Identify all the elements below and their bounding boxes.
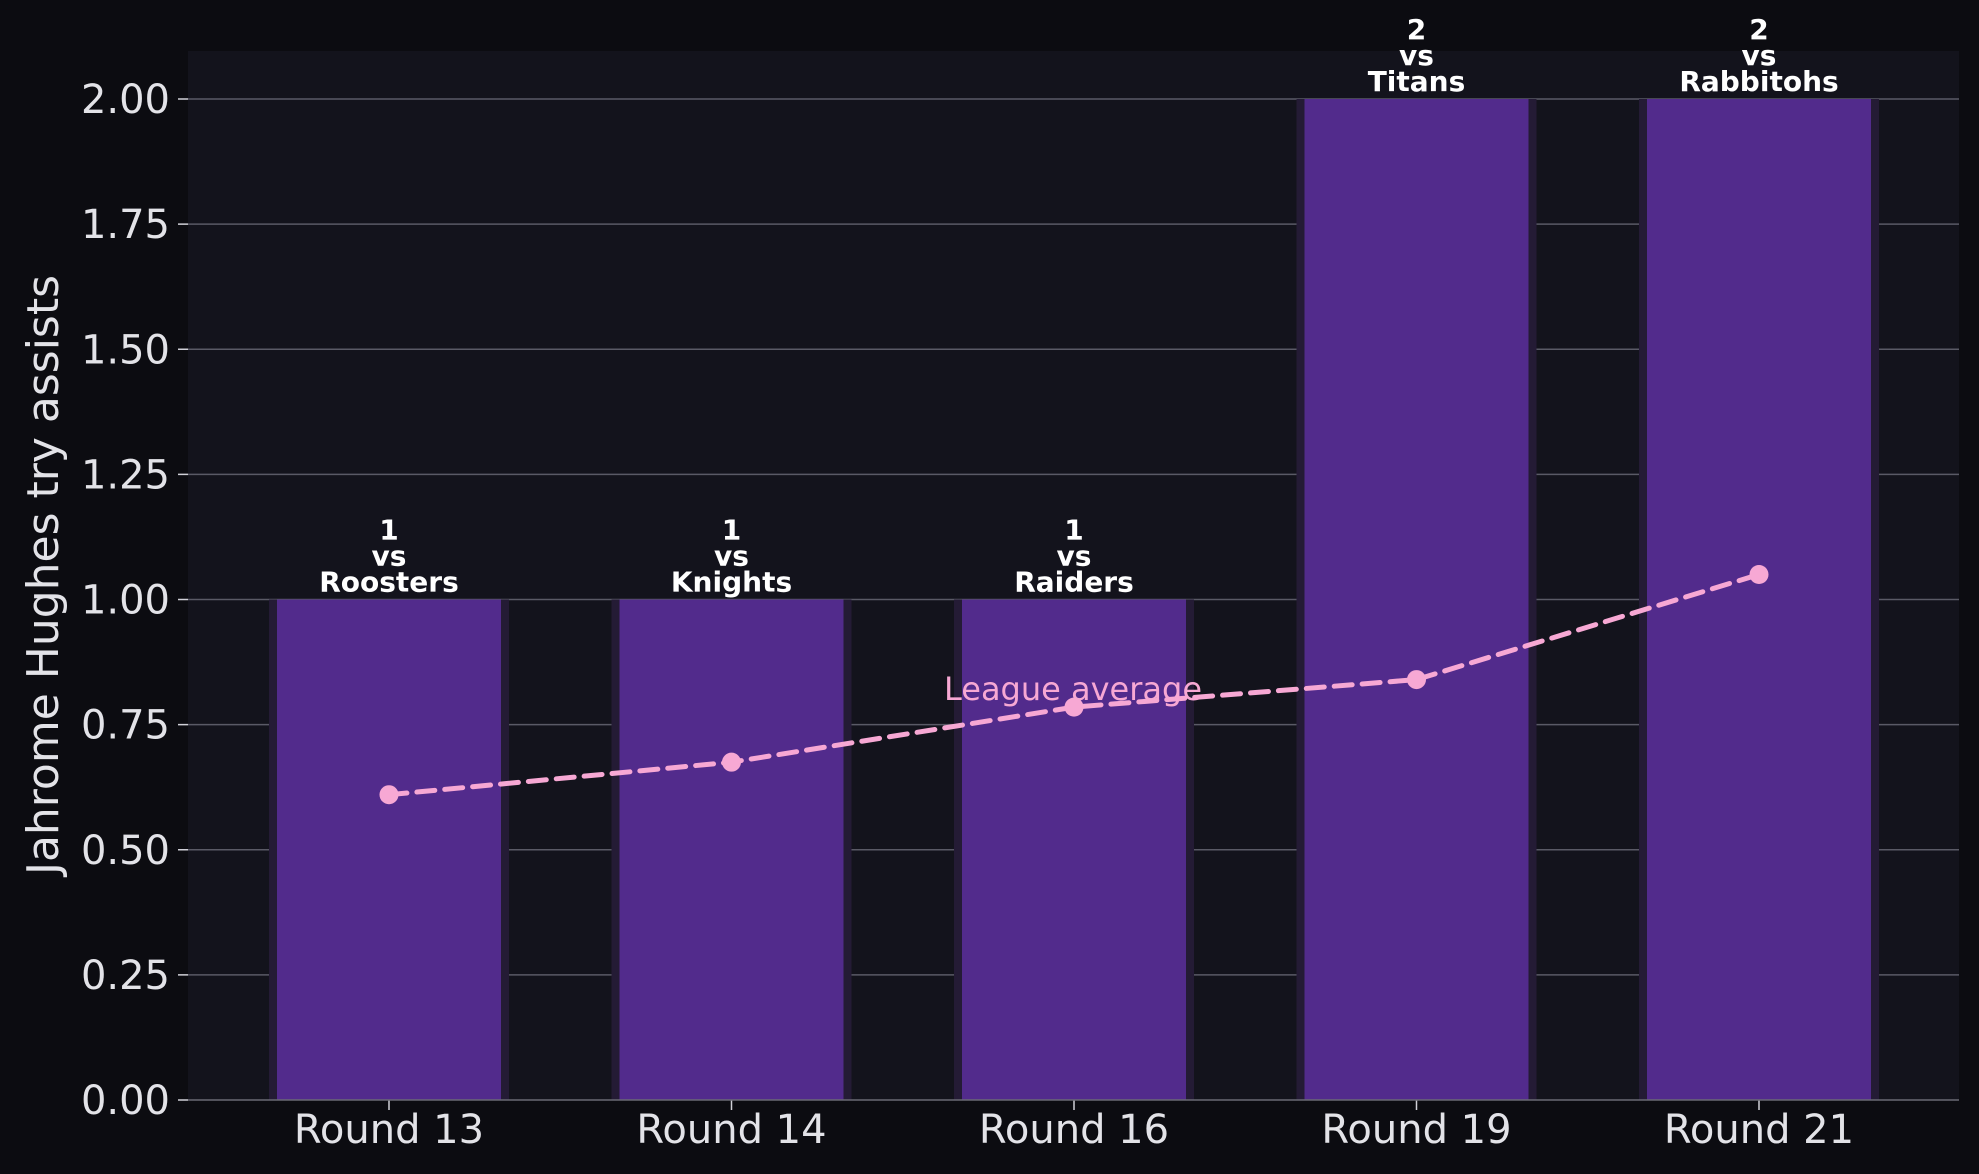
bar [1304, 99, 1529, 1100]
bar-value-label: Titans [1368, 65, 1466, 98]
bar [619, 599, 844, 1100]
bar-value-label: Roosters [319, 566, 459, 599]
bar-value-label: vs [372, 540, 407, 573]
league-average-point [379, 785, 399, 805]
bar-value-label: vs [714, 540, 749, 573]
y-tick-label: 0.00 [81, 1078, 170, 1124]
x-tick-label: Round 19 [1321, 1107, 1511, 1153]
y-tick-label: 0.50 [81, 828, 170, 874]
bar-value-label: Knights [671, 566, 792, 599]
league-average-point [722, 752, 741, 772]
x-ticks: Round 13 Round 14 Round 16 Round 19 Round 21 [294, 1100, 1854, 1153]
y-tick-label: 0.75 [81, 703, 170, 749]
bar [1647, 99, 1871, 1100]
y-tick-label: 0.25 [81, 953, 170, 999]
league-average-label: League average [944, 670, 1202, 708]
x-tick-label: Round 13 [294, 1107, 484, 1153]
bar-value-label: Rabbitohs [1679, 65, 1838, 98]
league-average-point [1749, 564, 1769, 584]
league-average-line [379, 564, 1769, 805]
bar-value-label: vs [1399, 39, 1434, 72]
bar [962, 599, 1186, 1100]
y-axis-title: Jahrome Hughes try assists [18, 275, 69, 878]
x-tick-label: Round 21 [1664, 1107, 1854, 1153]
y-tick-label: 1.75 [81, 202, 170, 248]
y-tick-label: 1.00 [81, 578, 170, 624]
bar [277, 599, 501, 1100]
x-tick-label: Round 16 [979, 1107, 1169, 1153]
x-tick-label: Round 14 [636, 1107, 826, 1153]
y-tick-label: 2.00 [81, 77, 170, 123]
bar-value-label: vs [1057, 540, 1092, 573]
bar-value-label: 2 [1749, 13, 1768, 46]
league-average-point [1064, 697, 1084, 717]
bar-value-label: 1 [722, 514, 741, 547]
bar-value-label: 1 [379, 514, 398, 547]
bar-value-label: Raiders [1014, 566, 1134, 599]
bar-labels: 1vsRoosters1vsKnights1vsRaiders2vsTitans… [319, 13, 1838, 599]
bars [269, 99, 1879, 1100]
bar-value-label: 1 [1064, 514, 1083, 547]
y-ticks: 0.00 0.25 0.50 0.75 1.00 1.25 1.50 1.75 2.00 [81, 77, 188, 1124]
y-tick-label: 1.25 [81, 452, 170, 498]
bar-value-label: 2 [1407, 13, 1426, 46]
y-tick-label: 1.50 [81, 327, 170, 373]
bar-value-label: vs [1742, 39, 1777, 72]
league-average-point [1407, 670, 1426, 690]
